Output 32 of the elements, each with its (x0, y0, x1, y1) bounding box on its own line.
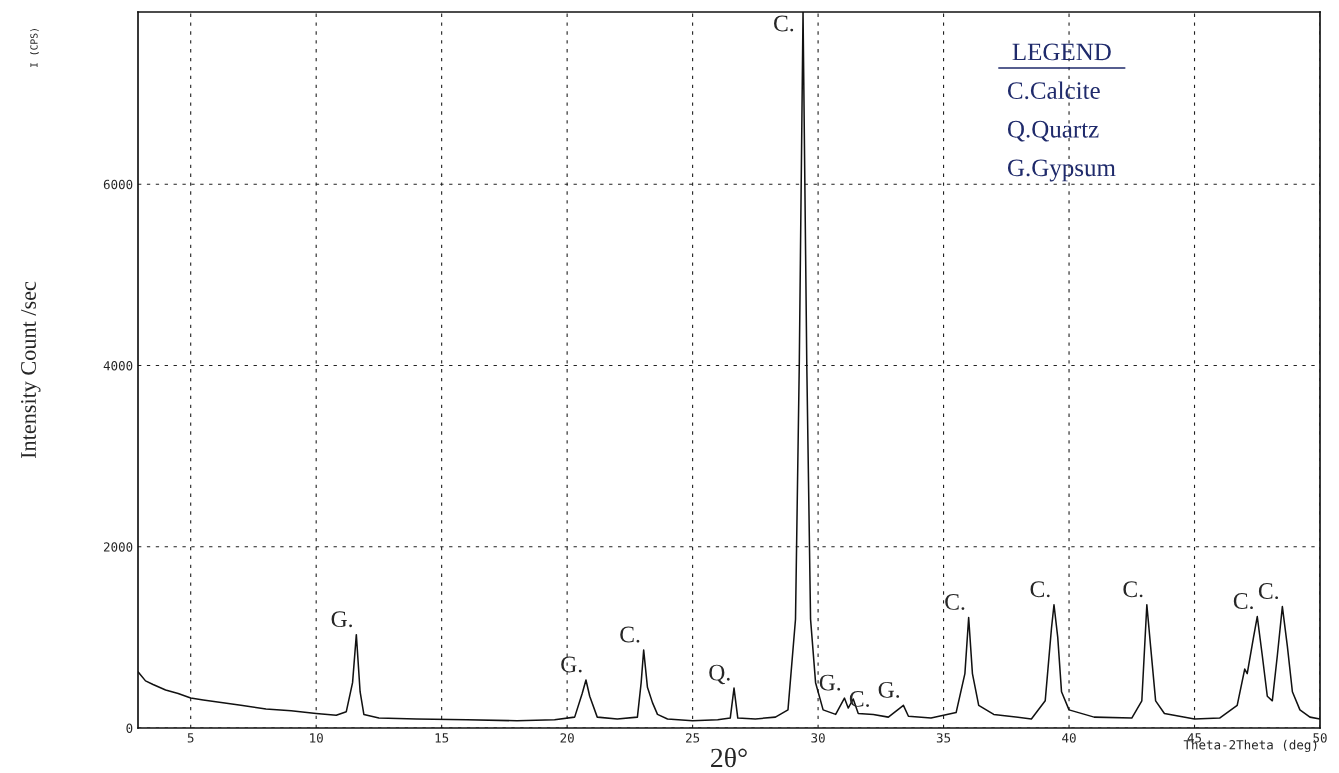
x-tick-label: 20 (560, 733, 574, 743)
annotation: C. (849, 690, 869, 707)
annotation: C.Calcite (1007, 81, 1100, 100)
x-tick-label: 15 (435, 733, 449, 743)
annotation: C. (1258, 583, 1279, 600)
annotation: G.Gypsum (1007, 159, 1116, 182)
annotation: C. (1123, 581, 1143, 598)
annotation: Q.Quartz (1007, 120, 1099, 142)
y-tick-label: 0 (126, 723, 133, 733)
annotation: G. (331, 611, 352, 628)
x-tick-label: 10 (310, 733, 323, 743)
y-tick-label: 6000 (103, 179, 133, 190)
annotation: G. (819, 674, 841, 691)
y-tick-label: 4000 (103, 360, 133, 371)
annotation: LEGEND (1012, 43, 1111, 61)
annotation: C. (1233, 593, 1253, 610)
annotation: Q. (709, 664, 730, 685)
annotation: C. (945, 593, 965, 610)
x-tick-label: 35 (936, 733, 951, 743)
y-axis-title: Intensity Count /sec (21, 281, 41, 459)
text: I (CPS) (30, 29, 39, 68)
x-axis-title: 2θ° (711, 747, 747, 768)
annotation: G. (878, 681, 900, 698)
x-tick-label: 30 (811, 733, 825, 743)
annotation: C. (620, 626, 640, 643)
x-tick-label: 40 (1062, 733, 1076, 743)
annotation: G. (561, 656, 582, 673)
y-tick-label: 2000 (103, 542, 133, 552)
annotation: C. (774, 15, 794, 32)
annotation: C. (1030, 581, 1050, 598)
x-tick-label: 25 (686, 733, 700, 743)
x-tick-label: 5 (187, 733, 194, 743)
